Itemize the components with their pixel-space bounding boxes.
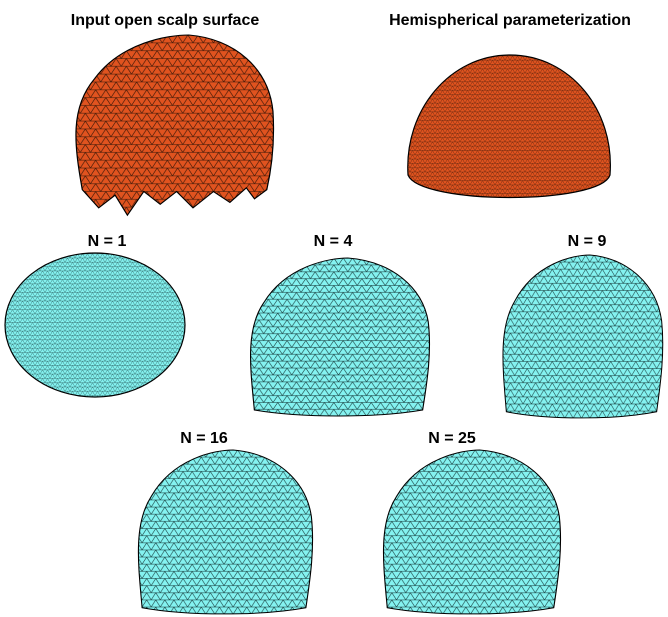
left-title: Input open scalp surface (71, 12, 260, 29)
panel-label: N = 4 (314, 233, 353, 250)
panel-label: N = 25 (428, 430, 476, 447)
panel-label: N = 16 (180, 430, 228, 447)
mesh-n1 (5, 253, 185, 397)
scalp-mesh (76, 35, 274, 215)
mesh-n25 (383, 450, 560, 614)
mesh-n16 (138, 450, 312, 614)
panel-label: N = 1 (88, 233, 127, 250)
mesh-n9 (503, 255, 663, 418)
right-title: Hemispherical parameterization (389, 12, 631, 29)
mesh-n4 (251, 258, 430, 416)
hemisphere-mesh (408, 55, 611, 198)
panel-label: N = 9 (568, 233, 607, 250)
figure: Input open scalp surface Hemispherical p… (0, 0, 668, 617)
